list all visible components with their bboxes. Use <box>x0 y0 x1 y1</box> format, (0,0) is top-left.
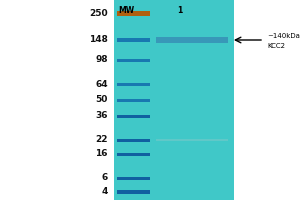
Bar <box>156 139 228 141</box>
Bar <box>114 0 234 200</box>
Text: 16: 16 <box>95 150 108 158</box>
Bar <box>117 11 150 16</box>
Text: 64: 64 <box>95 80 108 88</box>
Text: 22: 22 <box>95 136 108 144</box>
Text: ~140kDa: ~140kDa <box>267 33 300 39</box>
Bar <box>117 58 150 62</box>
Bar <box>117 38 150 42</box>
Text: KCC2: KCC2 <box>267 43 285 49</box>
Text: 1: 1 <box>177 6 183 15</box>
Bar <box>117 152 150 156</box>
Text: 6: 6 <box>102 173 108 182</box>
Text: 98: 98 <box>95 55 108 64</box>
Bar <box>117 82 150 86</box>
Bar <box>117 114 150 117</box>
Bar <box>117 99 150 102</box>
Text: MW: MW <box>118 6 134 15</box>
Bar <box>117 190 150 194</box>
Bar <box>156 37 228 43</box>
Bar <box>117 138 150 142</box>
Text: 250: 250 <box>89 9 108 19</box>
Text: 148: 148 <box>89 36 108 45</box>
Text: 36: 36 <box>95 112 108 120</box>
Text: 50: 50 <box>96 96 108 104</box>
Text: 4: 4 <box>102 188 108 196</box>
Bar <box>117 176 150 180</box>
